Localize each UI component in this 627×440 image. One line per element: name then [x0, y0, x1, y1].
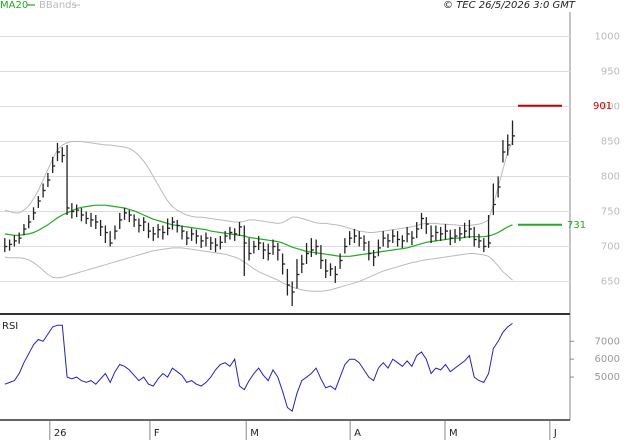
- y-tick-label: 1000: [595, 32, 620, 43]
- source-note: © TEC 26/5/2026 3:0 GMT: [443, 0, 576, 11]
- x-tick-label: M: [449, 428, 458, 439]
- x-tick-label: J: [553, 428, 557, 439]
- rsi-label: RSI: [2, 321, 18, 332]
- bband-line: [4, 247, 513, 292]
- x-tick-label: A: [354, 428, 361, 439]
- y-tick-label: 700: [601, 242, 620, 253]
- level-label: 901: [593, 101, 612, 112]
- rsi-tick-label: 5000: [595, 372, 620, 383]
- x-tick-label: M: [250, 428, 259, 439]
- legend-label: BBands: [39, 0, 77, 11]
- y-tick-label: 800: [601, 172, 620, 183]
- y-tick-label: 650: [601, 277, 620, 288]
- legend-label: MA20: [0, 0, 28, 11]
- bband-line: [4, 141, 513, 233]
- y-tick-label: 950: [601, 67, 620, 78]
- x-tick-label: 26: [54, 428, 67, 439]
- rsi-tick-label: 7000: [595, 336, 620, 347]
- y-tick-label: 750: [601, 207, 620, 218]
- level-label: 731: [567, 220, 586, 231]
- y-tick-label: 850: [601, 137, 620, 148]
- x-tick-label: F: [154, 428, 160, 439]
- rsi-tick-label: 6000: [595, 354, 620, 365]
- rsi-line: [4, 322, 513, 412]
- y-tick-label: 900: [601, 102, 620, 113]
